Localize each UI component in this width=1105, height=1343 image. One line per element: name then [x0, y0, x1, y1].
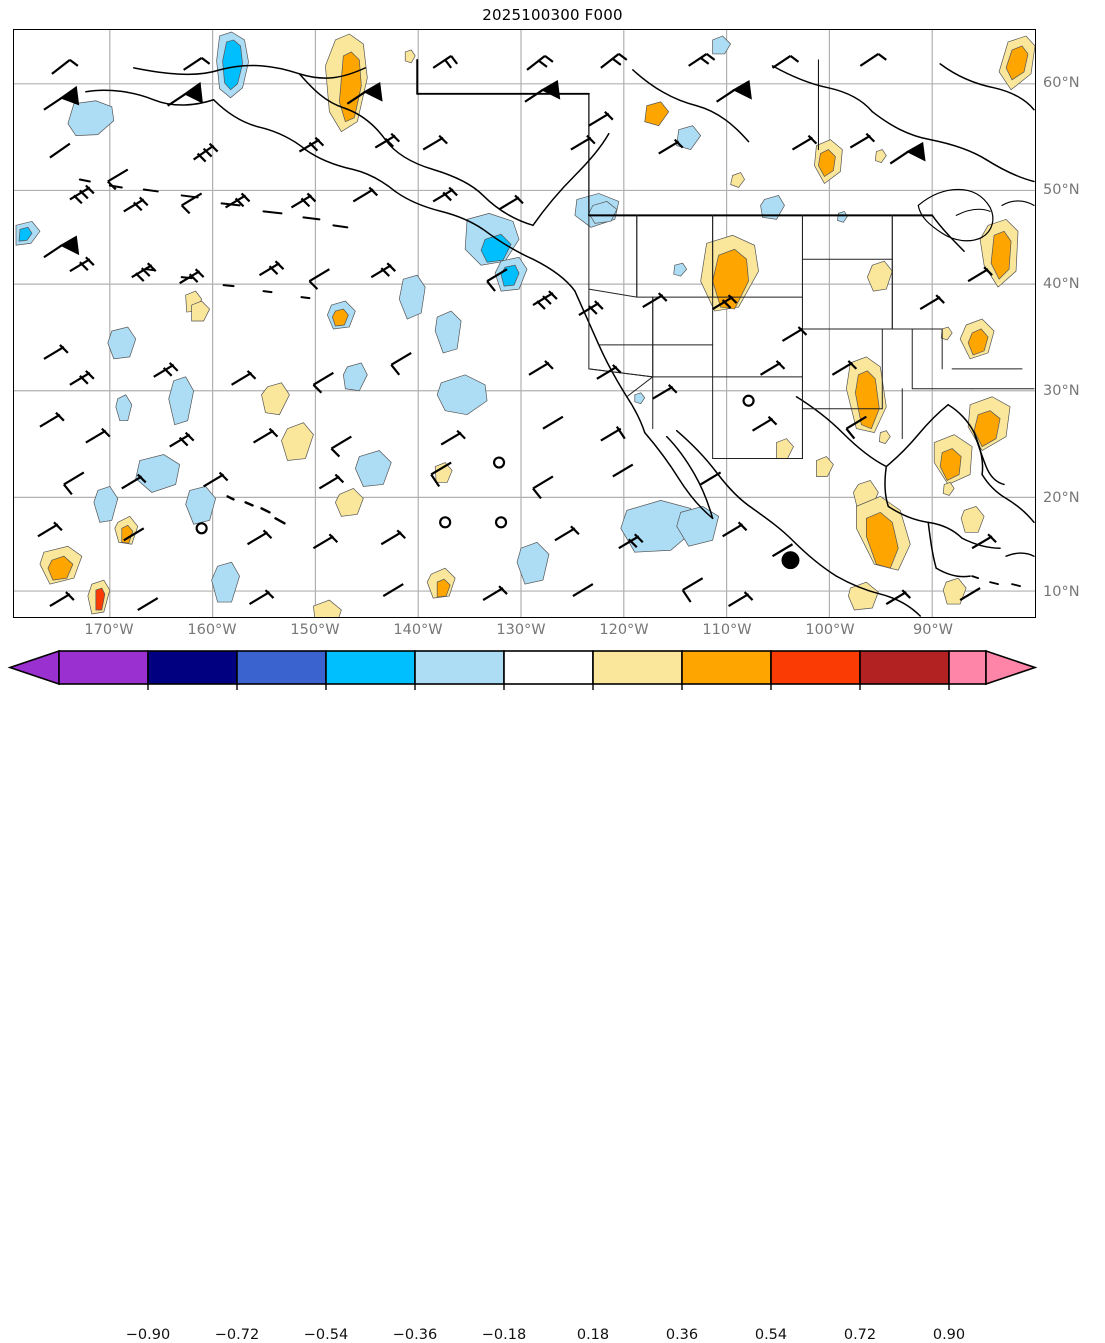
lon-tick-label-120w: 120°W — [599, 622, 649, 638]
lat-tick-label-30n: 30°N — [1043, 383, 1080, 399]
colorbar-tick-label-4: −0.18 — [481, 1327, 527, 1343]
colorbar-tick-label-2: −0.54 — [303, 1327, 349, 1343]
colorbar-tick-label-5: 0.18 — [576, 1327, 610, 1343]
lat-tick-label-40n: 40°N — [1043, 276, 1080, 292]
lon-tick-label-160w: 160°W — [187, 622, 237, 638]
lon-tick-label-100w: 100°W — [805, 622, 855, 638]
colorbar-swatches — [7, 649, 1038, 686]
lat-tick-label-10n: 10°N — [1043, 584, 1080, 600]
lon-tick-label-110w: 110°W — [702, 622, 752, 638]
map-canvas — [14, 30, 1035, 617]
colorbar-tick-label-6: 0.36 — [665, 1327, 699, 1343]
lon-tick-label-140w: 140°W — [393, 622, 443, 638]
colorbar-tick-label-0: −0.90 — [125, 1327, 171, 1343]
lon-tick-label-170w: 170°W — [84, 622, 134, 638]
colorbar-tick-label-3: −0.36 — [392, 1327, 438, 1343]
coastlines-layer — [78, 58, 1035, 617]
map-plot-area — [13, 29, 1036, 618]
lat-tick-label-60n: 60°N — [1043, 75, 1080, 91]
colorbar-ticks — [147, 684, 950, 690]
colorbar: −0.90 −0.72 −0.54 −0.36 −0.18 0.18 0.36 … — [0, 645, 1105, 1343]
colorbar-tick-label-7: 0.54 — [754, 1327, 788, 1343]
lon-tick-label-150w: 150°W — [290, 622, 340, 638]
chart-title: 2025100300 F000 — [482, 6, 623, 24]
wind-barbs-layer — [37, 53, 997, 611]
colorbar-canvas — [7, 649, 1038, 690]
lat-tick-label-50n: 50°N — [1043, 182, 1080, 198]
lat-tick-label-20n: 20°N — [1043, 490, 1080, 506]
colorbar-tick-label-8: 0.72 — [843, 1327, 877, 1343]
lon-tick-label-90w: 90°W — [912, 622, 954, 638]
chart-root: 2025100300 F000 — [0, 6, 1105, 1343]
contour-fill-layer — [15, 31, 1035, 617]
colorbar-tick-label-1: −0.72 — [214, 1327, 260, 1343]
colorbar-tick-label-9: 0.90 — [932, 1327, 966, 1343]
lon-tick-label-130w: 130°W — [496, 622, 546, 638]
